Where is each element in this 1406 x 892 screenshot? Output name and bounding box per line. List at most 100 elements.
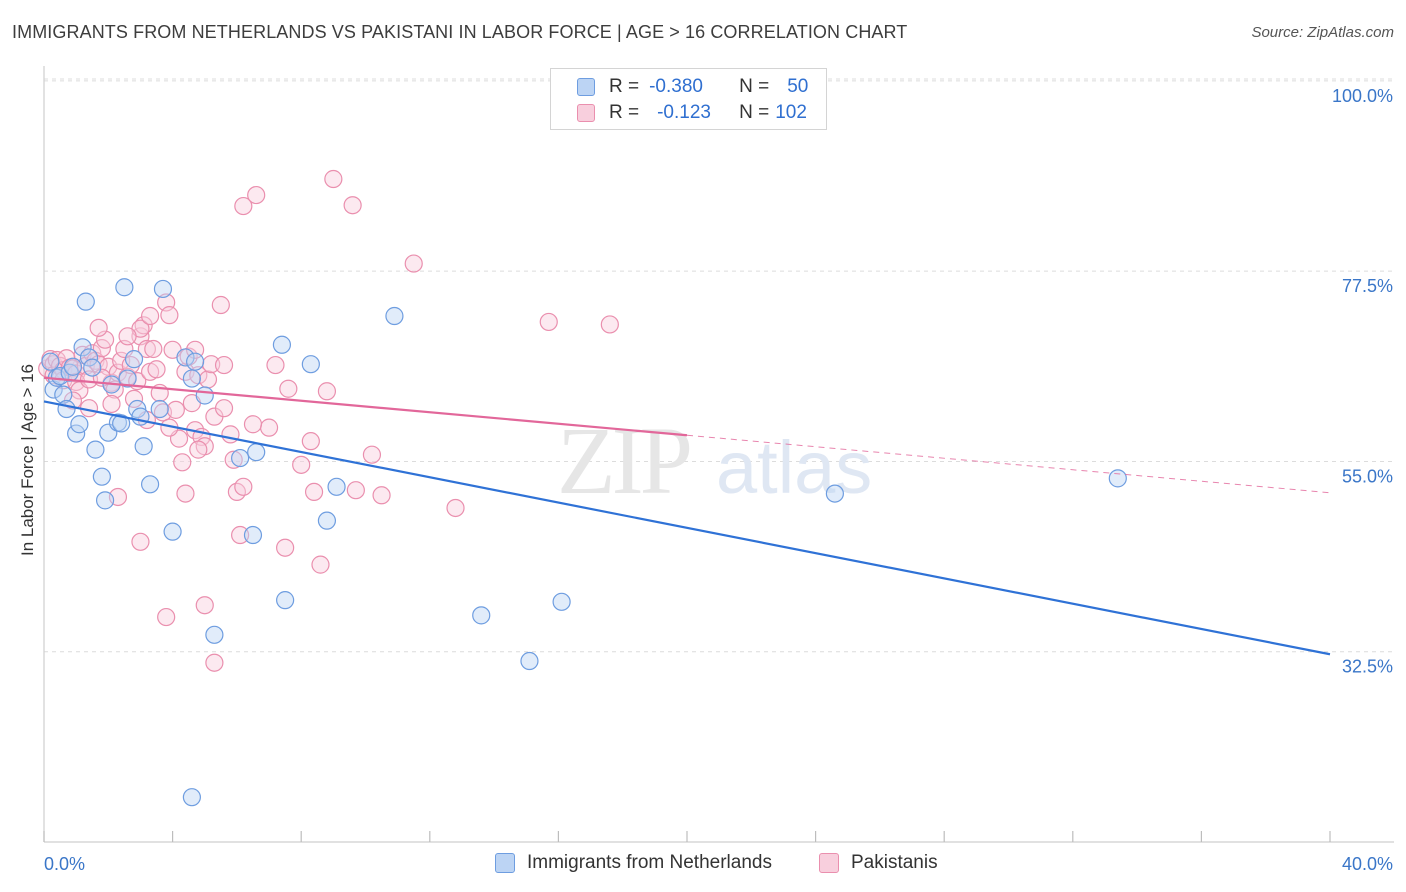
pakistanis-point [343, 196, 362, 215]
y-axis-label: In Labor Force | Age > 16 [18, 363, 37, 557]
pakistanis-point [144, 339, 163, 359]
pakistanis-point [134, 316, 153, 335]
pakistanis-point [243, 415, 263, 434]
netherlands-point [247, 443, 266, 462]
netherlands-point [118, 369, 137, 388]
pakistanis-point [166, 400, 185, 419]
netherlands-point [205, 625, 224, 644]
netherlands-point [385, 306, 404, 326]
pakistanis-point [214, 355, 234, 375]
netherlands-point [79, 348, 99, 367]
pakistanis-point [247, 185, 266, 205]
netherlands-point [243, 525, 263, 545]
pakistanis-point [304, 482, 324, 501]
pakistanis-point [95, 330, 115, 349]
netherlands-point [150, 399, 169, 419]
pakistanis-point [324, 169, 343, 189]
pakistanis-point [173, 453, 192, 472]
pakistanis-point [539, 312, 558, 332]
netherlands-point [301, 355, 320, 374]
netherlands-point [86, 440, 105, 459]
gridlines [44, 78, 1394, 653]
pakistanis-point [600, 315, 619, 334]
pakistanis-point [140, 306, 160, 326]
n-label: N = [739, 76, 770, 97]
r-label: R = [609, 76, 640, 97]
pakistanis-point [160, 306, 179, 325]
netherlands-point [92, 467, 111, 486]
x-tick-label-min: 0.0% [44, 854, 85, 874]
pakistanis-r-value: -0.123 [657, 102, 711, 123]
legend-row-netherlands: R = -0.380 N = 50 [577, 75, 808, 99]
pakistanis-n-value: 102 [775, 102, 807, 123]
netherlands-point [1108, 469, 1127, 488]
netherlands-point [112, 414, 131, 433]
netherlands-points [41, 278, 1127, 807]
trend-lines [43, 376, 1331, 656]
pakistanis-point [118, 327, 137, 346]
pakistanis-point [205, 653, 224, 672]
pakistanis-swatch [577, 104, 595, 122]
netherlands-point [124, 350, 144, 369]
pakistanis-point [224, 450, 243, 469]
pakistanis-trend-line-extension [686, 434, 1331, 494]
pakistanis-point [292, 455, 311, 474]
pakistanis-point [157, 607, 176, 627]
pakistanis-point [259, 418, 279, 437]
pakistanis-point [131, 532, 150, 551]
netherlands-point [825, 484, 844, 503]
source-label: Source: ZipAtlas.com [1251, 24, 1394, 41]
watermark-zip: ZIP [557, 407, 690, 514]
pakistanis-point [234, 477, 253, 496]
pakistanis-point [266, 355, 285, 375]
pakistanis-point [276, 538, 295, 557]
netherlands-point [63, 357, 83, 376]
pakistanis-point [317, 382, 337, 401]
watermark-atlas: atlas [716, 426, 872, 509]
pakistanis-legend-label: Pakistanis [851, 852, 938, 873]
netherlands-point [182, 369, 201, 388]
netherlands-trend-line [43, 400, 1331, 656]
netherlands-point [182, 788, 201, 807]
pakistanis-point [147, 360, 166, 379]
pakistanis-point [124, 389, 144, 408]
netherlands-point [76, 292, 95, 311]
y-tick-label: 100.0% [1332, 86, 1393, 106]
netherlands-point [195, 386, 214, 405]
netherlands-legend-label: Immigrants from Netherlands [527, 852, 772, 873]
netherlands-point [54, 385, 73, 404]
pakistanis-trend-line [43, 376, 688, 437]
netherlands-point [272, 335, 292, 354]
netherlands-n-value: 50 [787, 76, 809, 97]
n-label: N = [739, 102, 770, 123]
pakistanis-point [362, 445, 382, 464]
axes [43, 66, 1394, 843]
netherlands-point [163, 522, 182, 541]
pakistanis-point [89, 318, 108, 337]
r-label: R = [609, 102, 640, 123]
netherlands-legend-swatch [495, 853, 515, 873]
netherlands-point [472, 606, 491, 625]
pakistanis-point [198, 370, 218, 389]
netherlands-point [57, 399, 76, 419]
pakistanis-point [137, 339, 156, 359]
pakistanis-point [311, 555, 330, 574]
x-tick-label-max: 40.0% [1342, 854, 1393, 874]
netherlands-point [176, 348, 195, 367]
netherlands-point [327, 477, 346, 496]
correlation-legend: R = -0.380 N = 50 R = -0.123 N = 102 [550, 68, 827, 130]
pakistanis-point [189, 440, 208, 459]
netherlands-point [520, 651, 539, 671]
netherlands-swatch [577, 78, 595, 96]
netherlands-point [95, 491, 115, 510]
tick-labels: 100.0% 77.5% 55.0% 32.5% 0.0% 40.0% [44, 86, 1393, 874]
netherlands-point [552, 592, 571, 611]
y-tick-label: 55.0% [1342, 466, 1393, 486]
netherlands-point [186, 352, 205, 371]
netherlands-r-value: -0.380 [649, 76, 703, 97]
watermark: ZIP atlas [557, 407, 872, 514]
pakistanis-point [211, 295, 230, 315]
pakistanis-points [38, 169, 619, 672]
pakistanis-point [346, 481, 365, 500]
